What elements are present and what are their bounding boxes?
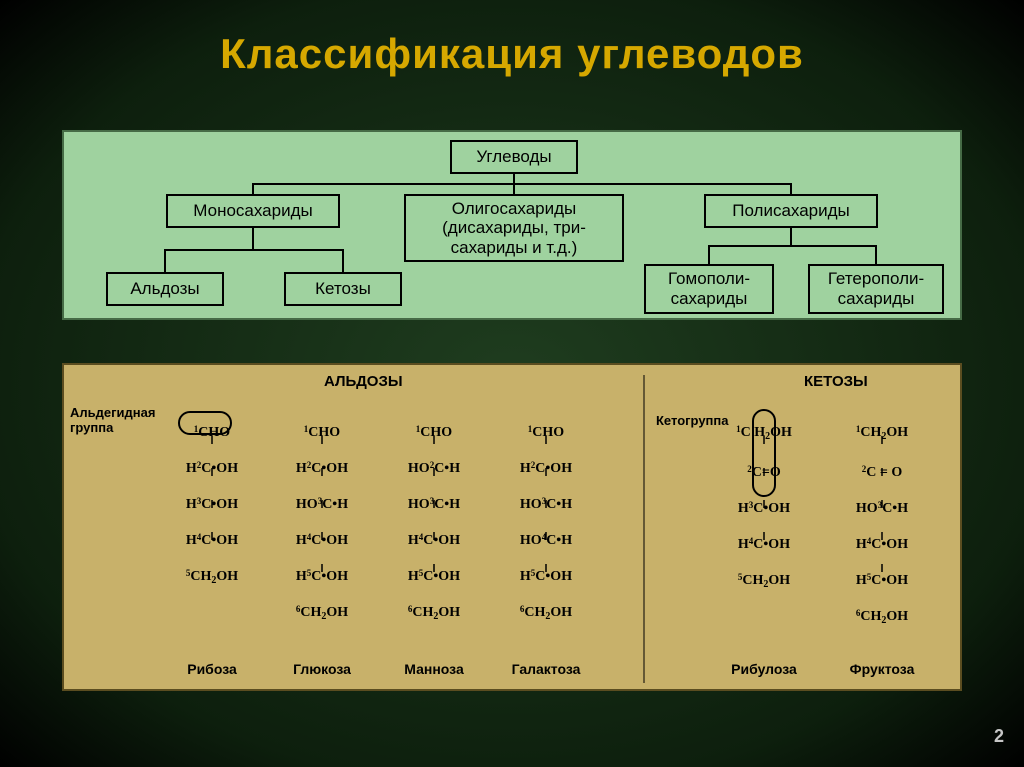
molecule-name: Рибоза: [162, 661, 262, 677]
molecule-Манноза: 1CHOHO2C•HHO3C•HH4C•OHH5C•OH6CH2OH: [384, 413, 484, 633]
molecule-Рибулоза: 1C H2OH2C=OH3C•OHH4C•OH5CH2OH: [714, 413, 814, 601]
molecule-Фруктоза: 1CH2OH2C = OHO3C•HH4C•OHH5C•OH6CH2OH: [832, 413, 932, 637]
tree-node-poly: Полисахариды: [704, 194, 878, 228]
molecule-Глюкоза: 1CHOH2C•OHHO3C•HH4C•OHH5C•OH6CH2OH: [272, 413, 372, 633]
molecule-Галактоза: 1CHOH2C•OHHO3C•HHO4C•HH5C•OH6CH2OH: [496, 413, 596, 633]
tree-node-homo: Гомополи-сахариды: [644, 264, 774, 314]
tree-node-ket: Кетозы: [284, 272, 402, 306]
section-title-aldoses: АЛЬДОЗЫ: [324, 373, 403, 390]
molecule-name: Фруктоза: [832, 661, 932, 677]
classification-tree-panel: Углеводы Моносахариды Олигосахариды(дисаха…: [62, 130, 962, 320]
page-title: Классификация углеводов: [0, 0, 1024, 78]
aldehyde-group-label: Альдегиднаягруппа: [70, 405, 155, 435]
formulas-panel: АЛЬДОЗЫКЕТОЗЫАльдегиднаягруппаКетогруппа…: [62, 363, 962, 691]
section-title-ketoses: КЕТОЗЫ: [804, 373, 868, 390]
molecule-name: Манноза: [384, 661, 484, 677]
tree-node-root: Углеводы: [450, 140, 578, 174]
tree-node-hetero: Гетерополи-сахариды: [808, 264, 944, 314]
molecule-Рибоза: 1CHOH2C•OHH3C•OHH4C•OH5CH2OH: [162, 413, 262, 597]
molecule-name: Рибулоза: [714, 661, 814, 677]
tree-node-ald: Альдозы: [106, 272, 224, 306]
page-number: 2: [994, 726, 1004, 747]
tree-node-mono: Моносахариды: [166, 194, 340, 228]
molecule-name: Глюкоза: [272, 661, 372, 677]
tree-node-oligo: Олигосахариды(дисахариды, три-сахариды и…: [404, 194, 624, 262]
molecule-name: Галактоза: [496, 661, 596, 677]
